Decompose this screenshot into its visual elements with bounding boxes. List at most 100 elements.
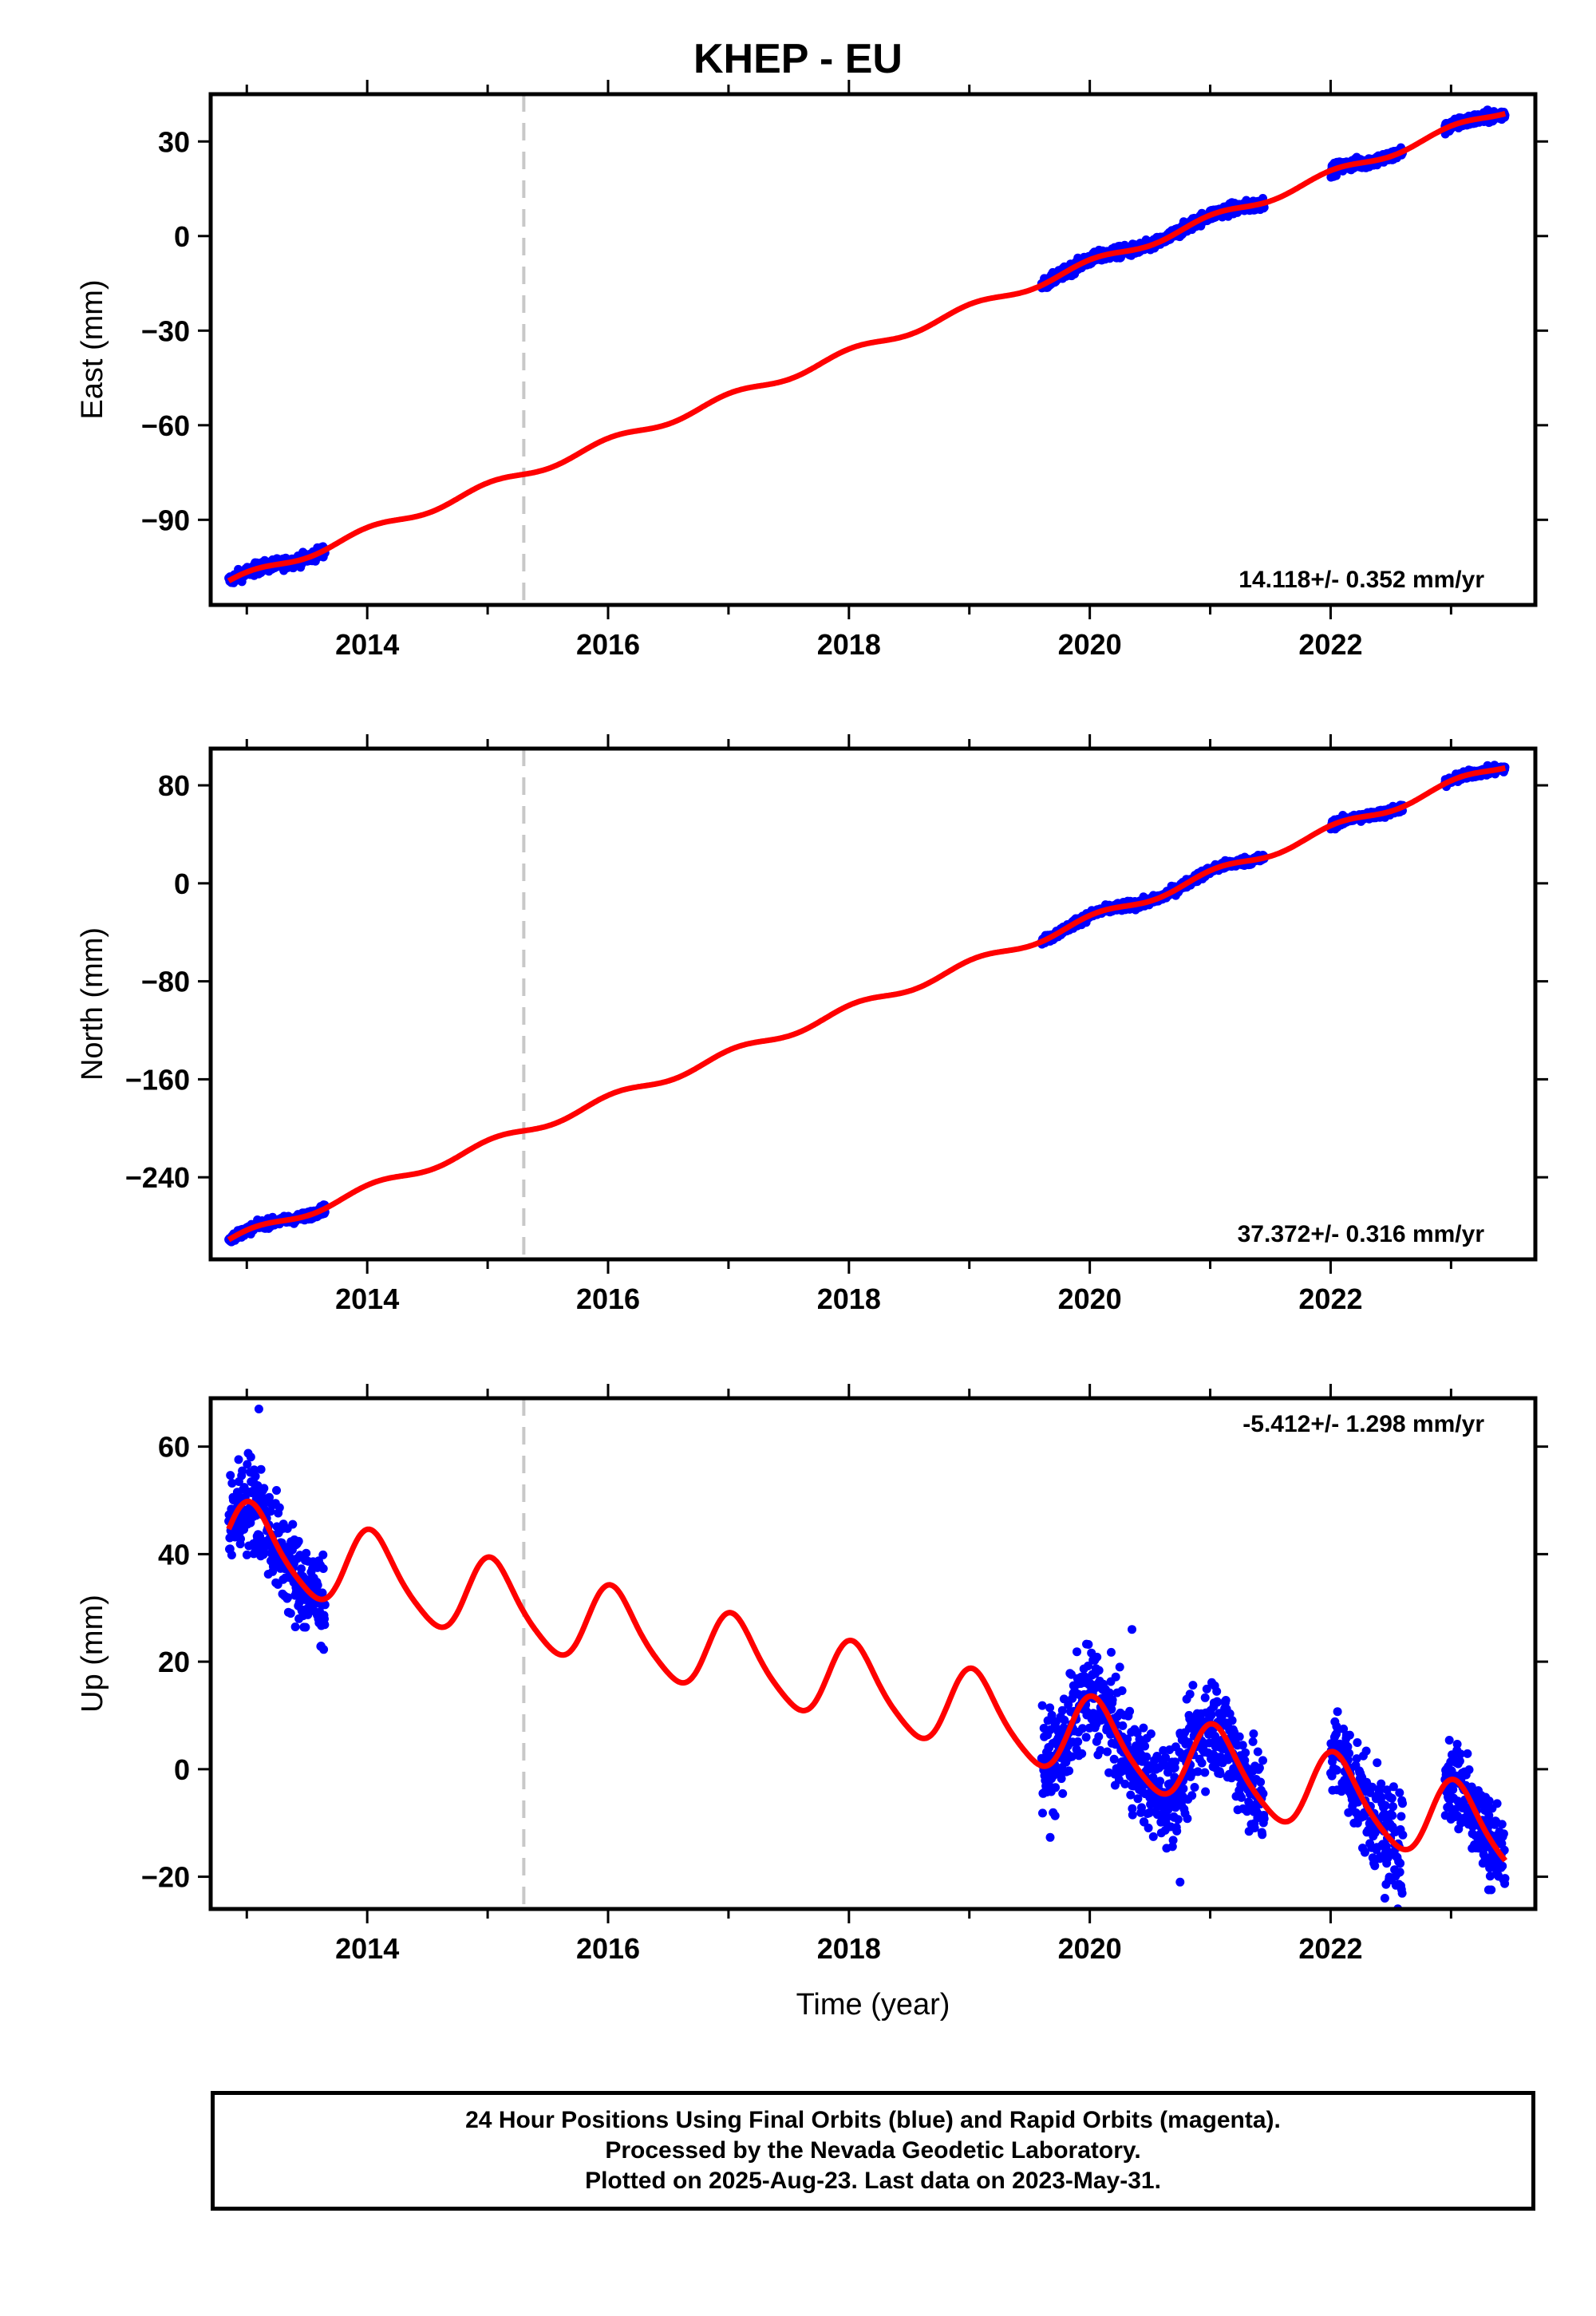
data-point [1497, 1820, 1507, 1829]
data-point [1081, 1733, 1091, 1742]
data-point [1118, 1721, 1128, 1730]
data-point [1115, 1662, 1124, 1672]
y-tick-label: −160 [125, 1063, 190, 1096]
data-point [1200, 1768, 1210, 1777]
data-point [1207, 1710, 1216, 1720]
data-point [297, 1564, 306, 1574]
y-tick-label: −30 [141, 314, 190, 347]
x-tick-label: 2016 [576, 1932, 640, 1965]
data-point [242, 1550, 251, 1559]
data-point [1140, 1741, 1150, 1751]
data-point [1333, 1707, 1342, 1717]
data-point [1499, 1829, 1508, 1839]
data-point [1240, 1756, 1250, 1765]
data-point [1221, 1696, 1231, 1705]
model-curve [226, 1498, 1508, 1863]
data-point [1117, 1686, 1127, 1695]
data-point [1197, 1758, 1207, 1768]
data-point [1073, 1737, 1083, 1746]
panel-frame [208, 92, 1538, 607]
data-point [1084, 1640, 1093, 1649]
data-point [1387, 1793, 1396, 1803]
data-point [1058, 1788, 1068, 1798]
data-point [286, 1609, 295, 1618]
data-point [1107, 1647, 1116, 1657]
data-point [1212, 1686, 1222, 1696]
data-point [1361, 1746, 1371, 1756]
data-point [1045, 1832, 1055, 1842]
y-tick-label: −80 [141, 966, 190, 998]
rate-annotation: 37.372+/- 0.316 mm/yr [1238, 1221, 1485, 1247]
panel-3: 60 40 20 0 −20 2014 2016 2018 2020 2022 Up (mm) Tim… [76, 1384, 1548, 2022]
data-point [1389, 1802, 1397, 1812]
model-curve [227, 111, 1507, 583]
data-point [1395, 1867, 1404, 1877]
footer-line-3: Plotted on 2025-Aug-23. Last data on 202… [585, 2168, 1161, 2194]
y-tick-label: 40 [158, 1538, 190, 1571]
data-point [1190, 1783, 1199, 1792]
data-point [1045, 1703, 1055, 1713]
data-point [1259, 1814, 1269, 1824]
plot-area [224, 749, 1510, 1259]
data-point [259, 1484, 269, 1493]
y-tick-label: −20 [141, 1861, 190, 1894]
data-point [227, 1479, 237, 1488]
y-tick-label: −90 [141, 504, 190, 536]
data-point [1370, 1861, 1380, 1871]
data-point [275, 1503, 284, 1512]
data-point [1092, 1652, 1102, 1662]
data-point [1051, 1783, 1061, 1792]
rate-annotation: -5.412+/- 1.298 mm/yr [1242, 1411, 1484, 1437]
data-point [1213, 1697, 1222, 1707]
data-point [1398, 1799, 1407, 1808]
data-point [1128, 1810, 1137, 1820]
y-tick-label: 60 [158, 1431, 190, 1464]
x-tick-label: 2016 [576, 1282, 640, 1315]
y-axis-label: East (mm) [76, 279, 109, 419]
footer-line-2: Processed by the Nevada Geodetic Laborat… [605, 2137, 1141, 2164]
panel-1: 30 0 −30 −60 −90 2014 2016 2018 2020 2022 East (mm… [76, 80, 1548, 661]
data-point [1353, 1738, 1362, 1747]
model-curve [227, 765, 1507, 1243]
data-point [1492, 1799, 1502, 1808]
data-point [1249, 1729, 1258, 1738]
data-point [1499, 1911, 1508, 1920]
x-tick-label: 2020 [1058, 1282, 1122, 1315]
x-tick-label: 2014 [335, 628, 399, 661]
data-point [318, 1564, 328, 1573]
data-point [1397, 1888, 1407, 1898]
data-point [1183, 1814, 1192, 1824]
x-tick-label: 2022 [1298, 1282, 1362, 1315]
y-tick-label: 0 [174, 220, 190, 253]
x-tick-label: 2018 [817, 628, 881, 661]
data-point [1258, 1830, 1267, 1840]
data-point [238, 1466, 247, 1476]
data-point [234, 1455, 243, 1464]
data-point [1148, 1832, 1158, 1841]
data-point [1258, 1756, 1267, 1765]
data-point [1128, 1625, 1136, 1634]
x-tick-label: 2014 [335, 1932, 399, 1965]
plot-area [224, 94, 1510, 605]
data-point [1168, 1836, 1178, 1845]
data-point [1373, 1758, 1382, 1768]
data-point [1094, 1732, 1104, 1741]
panel-frame [208, 1396, 1538, 1911]
x-tick-label: 2020 [1058, 1932, 1122, 1965]
data-point [1125, 1706, 1135, 1716]
data-point [1144, 1824, 1153, 1832]
data-point [1187, 1791, 1197, 1800]
data-point [1345, 1749, 1354, 1758]
data-point [1396, 1859, 1405, 1868]
data-point [1395, 1788, 1404, 1797]
x-axis-label: Time (year) [796, 1988, 950, 2022]
data-point [1256, 1777, 1266, 1787]
data-point [1500, 1874, 1510, 1883]
data-point [1073, 1647, 1081, 1657]
y-tick-label: 20 [158, 1646, 190, 1678]
data-point [1487, 1885, 1496, 1895]
data-point [1173, 1815, 1183, 1824]
rate-annotation: 14.118+/- 0.352 mm/yr [1238, 567, 1484, 593]
data-point [256, 1464, 266, 1474]
data-point [1250, 1824, 1259, 1832]
